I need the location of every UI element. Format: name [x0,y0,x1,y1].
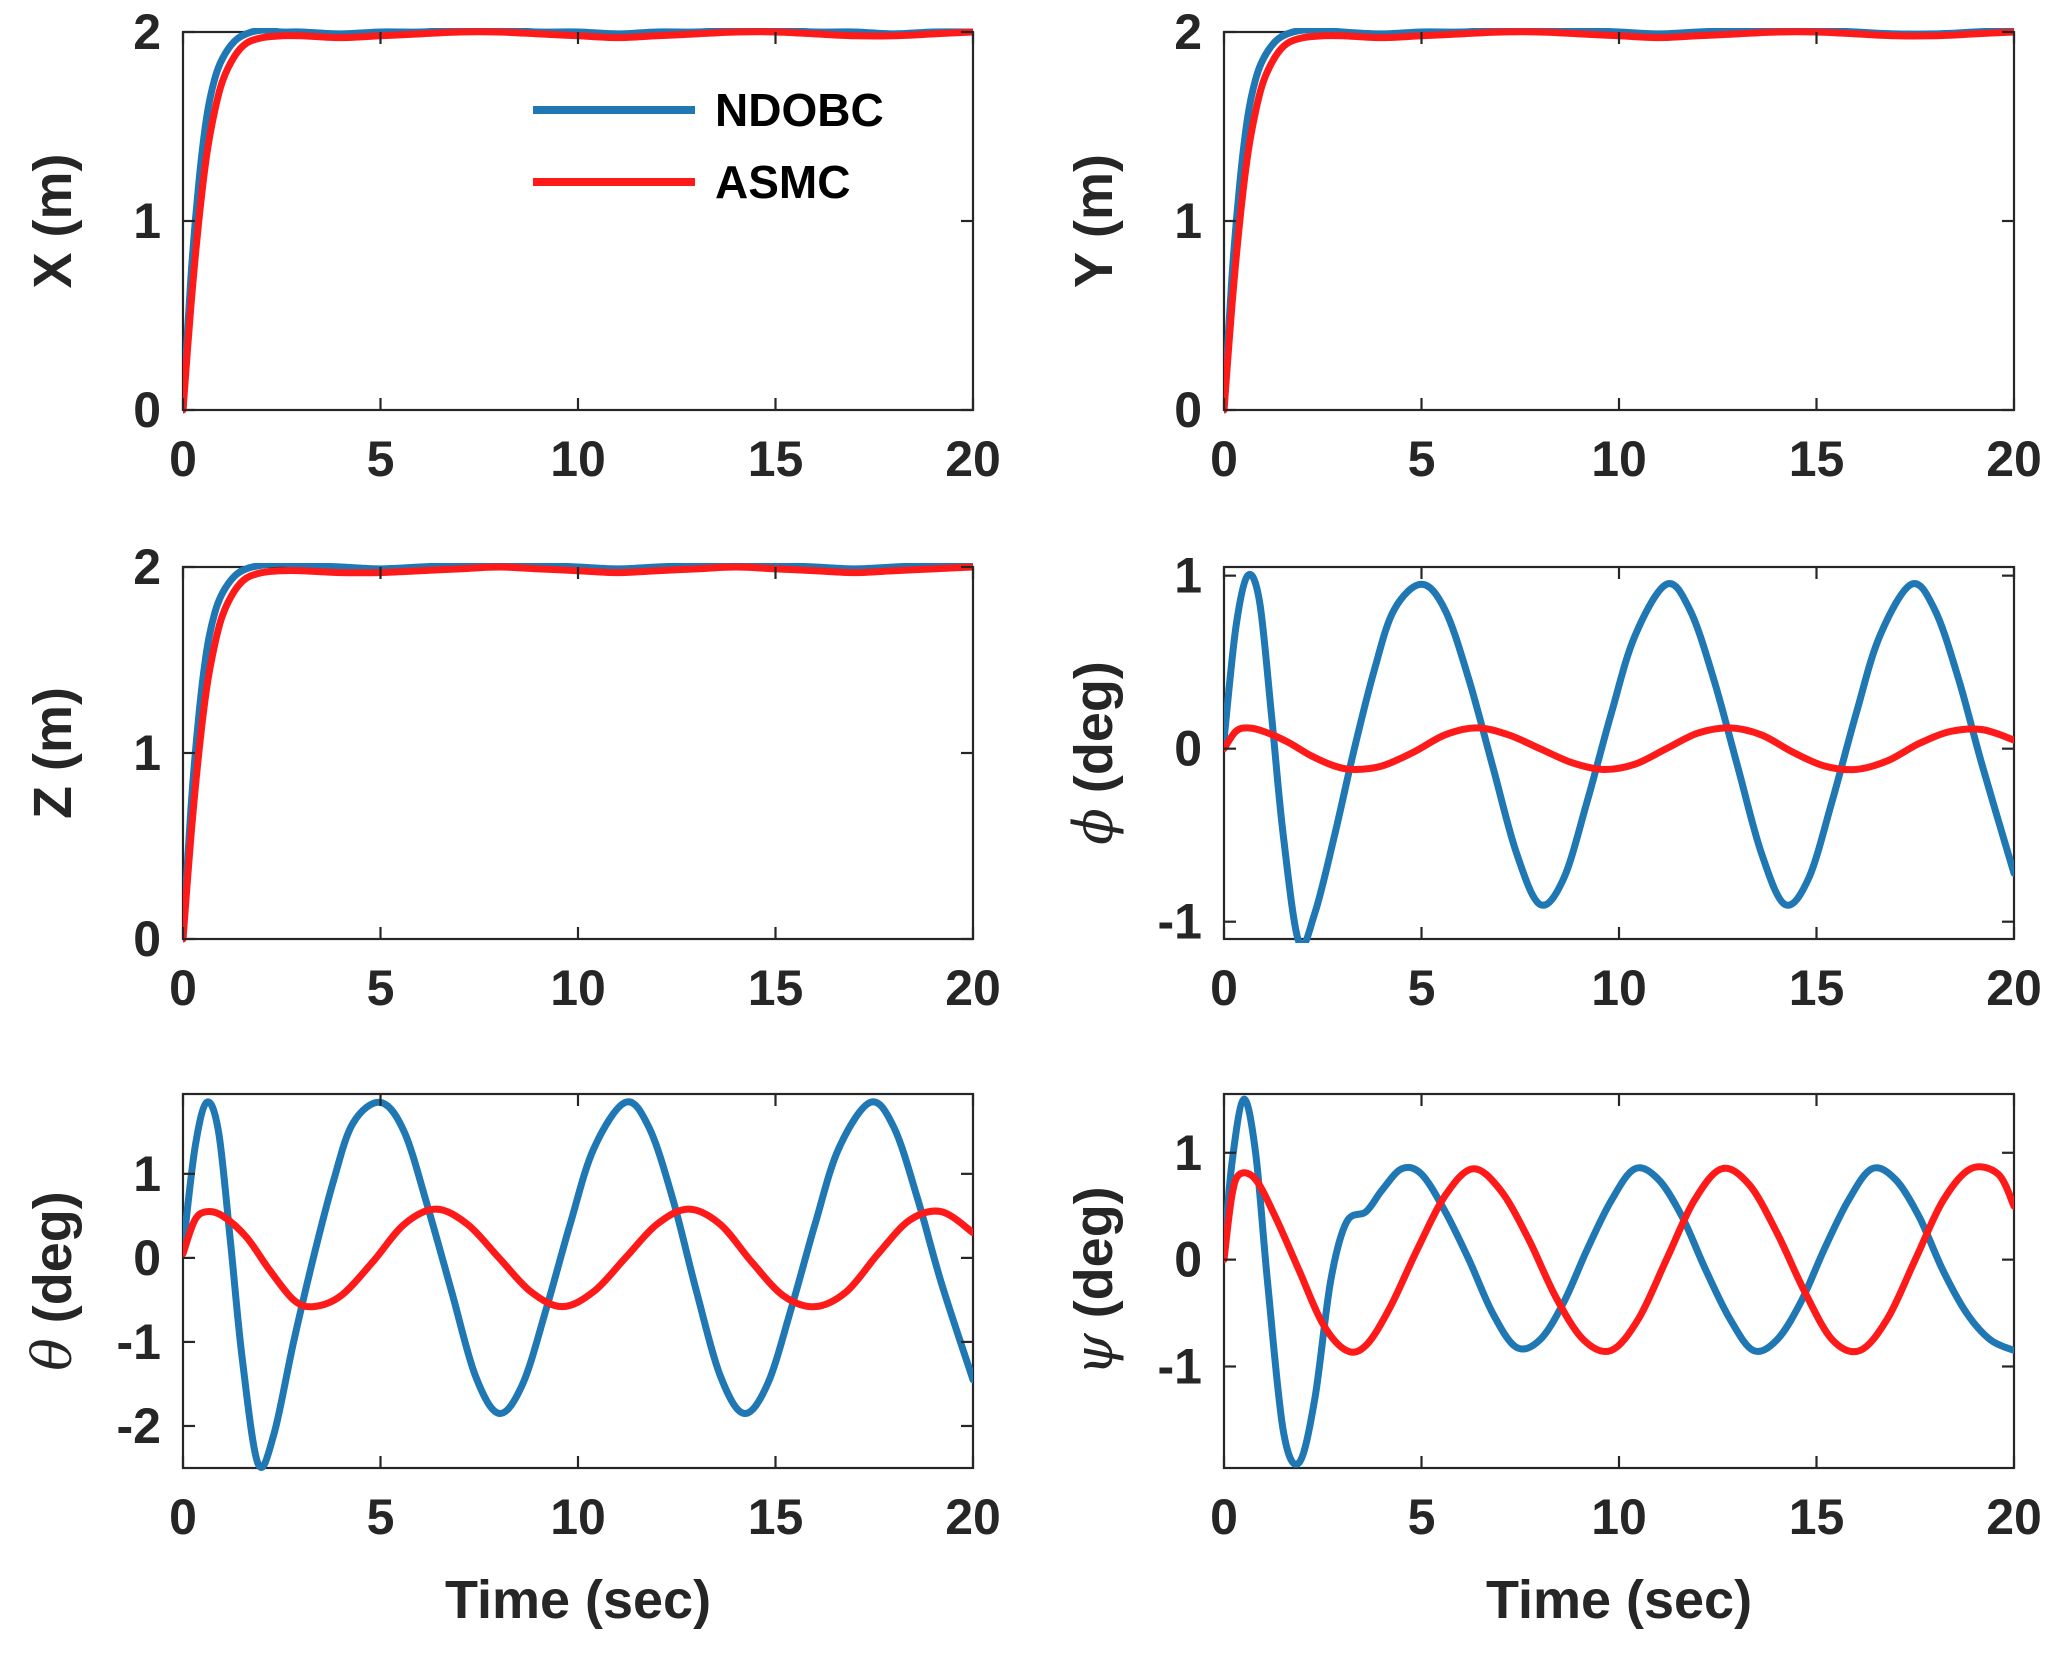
series-line-asmc [1224,1163,2014,1356]
series-line-ndobc [183,1098,973,1471]
x-tick-label: 0 [169,960,197,1016]
y-tick-label: 2 [133,539,161,595]
x-tick-label: 15 [1789,960,1845,1016]
x-tick-label: 5 [1408,960,1436,1016]
y-tick-label: -1 [1158,1338,1202,1394]
y-axis-label: θ (deg) [21,1191,84,1371]
y-axis-label: ϕ (deg) [1062,661,1125,845]
axes-frame [181,565,975,941]
series-line-asmc [183,563,973,943]
series-line-asmc [183,28,973,414]
y-tick-label: -1 [1158,894,1202,950]
y-tick-label: -1 [117,1314,161,1370]
series-line-ndobc [1224,1095,2014,1468]
y-axis-unit: (deg) [1064,1186,1124,1333]
y-tick-label: 1 [1174,548,1202,604]
x-tick-label: 10 [1591,431,1647,487]
x-tick-label: 5 [367,960,395,1016]
y-tick-label: 1 [1174,1125,1202,1181]
y-tick-label: 1 [1174,193,1202,249]
x-tick-label: 20 [945,431,1001,487]
x-tick-label: 10 [550,431,606,487]
series-line-asmc [1224,28,2014,414]
x-tick-label: 5 [1408,431,1436,487]
series-line-ndobc [183,563,973,943]
x-tick-label: 0 [169,431,197,487]
y-tick-label: 1 [133,725,161,781]
y-tick-label: 0 [1174,721,1202,777]
y-tick-label: 0 [1174,1232,1202,1288]
series-line-asmc [183,1205,973,1311]
y-axis-symbol: θ [21,1338,84,1371]
x-tick-label: 20 [1986,431,2042,487]
y-tick-label: 1 [133,193,161,249]
x-tick-label: 20 [1986,960,2042,1016]
panel-psi-angle: 0 5 10 15 20 -1 0 1 ψ (deg) Time (sec) [1062,1092,2042,1630]
x-tick-label: 0 [1210,960,1238,1016]
panel-theta-angle: 0 5 10 15 20 -2 -1 0 1 θ (deg) Time (sec) [21,1092,1001,1630]
x-tick-label: 20 [945,1489,1001,1545]
series-line-asmc [1224,724,2014,774]
x-tick-label: 15 [1789,431,1845,487]
axes-frame [181,1092,975,1470]
x-tick-label: 0 [1210,1489,1238,1545]
x-tick-label: 10 [1591,960,1647,1016]
y-tick-label: 2 [1174,4,1202,60]
x-axis-label: Time (sec) [1486,1570,1752,1630]
y-axis-label: X (m) [23,154,83,289]
x-tick-label: 0 [169,1489,197,1545]
axes-frame [1222,1092,2016,1470]
x-tick-label: 10 [550,960,606,1016]
x-tick-label: 5 [1408,1489,1436,1545]
legend-label-asmc: ASMC [715,156,850,208]
x-tick-label: 10 [1591,1489,1647,1545]
x-tick-label: 5 [367,431,395,487]
panel-x-position: 0 5 10 15 20 0 1 2 X (m) NDOBC ASMC [23,4,1001,487]
y-tick-label: 2 [133,4,161,60]
x-tick-label: 10 [550,1489,606,1545]
x-tick-label: 5 [367,1489,395,1545]
series-line-ndobc [1224,571,2014,943]
y-tick-label: -2 [117,1398,161,1454]
y-axis-label: ψ (deg) [1062,1186,1125,1375]
x-tick-label: 15 [748,431,804,487]
y-axis-unit: (deg) [1064,661,1124,808]
panel-z-position: 0 5 10 15 20 0 1 2 Z (m) [23,539,1001,1016]
y-tick-label: 0 [133,911,161,967]
x-tick-label: 15 [748,960,804,1016]
y-tick-label: 0 [133,382,161,438]
x-axis-label: Time (sec) [445,1570,711,1630]
x-tick-label: 0 [1210,431,1238,487]
y-tick-label: 1 [133,1146,161,1202]
panel-y-position: 0 5 10 15 20 0 1 2 Y (m) [1064,4,2042,487]
x-tick-label: 20 [1986,1489,2042,1545]
y-axis-label: Z (m) [23,687,83,819]
x-tick-label: 20 [945,960,1001,1016]
y-tick-label: 0 [133,1230,161,1286]
x-tick-label: 15 [748,1489,804,1545]
axes-frame [181,30,975,412]
legend-label-ndobc: NDOBC [715,84,884,136]
y-axis-symbol: ψ [1062,1333,1125,1376]
axes-frame [1222,30,2016,412]
y-axis-unit: (deg) [23,1191,83,1338]
x-tick-label: 15 [1789,1489,1845,1545]
y-axis-symbol: ϕ [1062,808,1125,845]
y-tick-label: 0 [1174,382,1202,438]
y-axis-label: Y (m) [1064,154,1124,288]
legend: NDOBC ASMC [533,84,884,208]
